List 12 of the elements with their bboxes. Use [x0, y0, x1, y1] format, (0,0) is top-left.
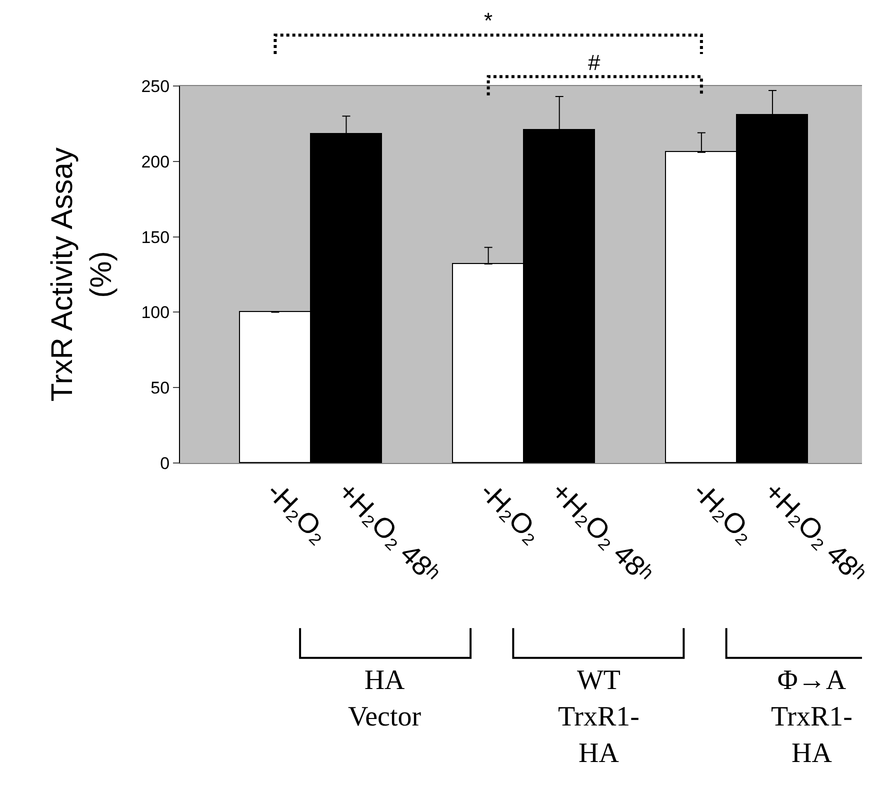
text: Φ→A TrxR1- HA: [771, 665, 852, 769]
y-tick-label: 100: [141, 303, 170, 322]
y-tick-label: 0: [160, 454, 170, 473]
text: *: [484, 8, 493, 33]
y-tick-label: 200: [141, 152, 170, 172]
y-axis-title: TrxR Activity Assay (%): [46, 148, 118, 402]
y-tick-label: 150: [141, 228, 170, 247]
text: HA Vector: [348, 665, 422, 732]
y-tick-label: 50: [150, 378, 170, 398]
y-tick-label: 250: [141, 76, 170, 96]
text: WT TrxR1- HA: [558, 665, 640, 769]
text: #: [588, 50, 601, 75]
